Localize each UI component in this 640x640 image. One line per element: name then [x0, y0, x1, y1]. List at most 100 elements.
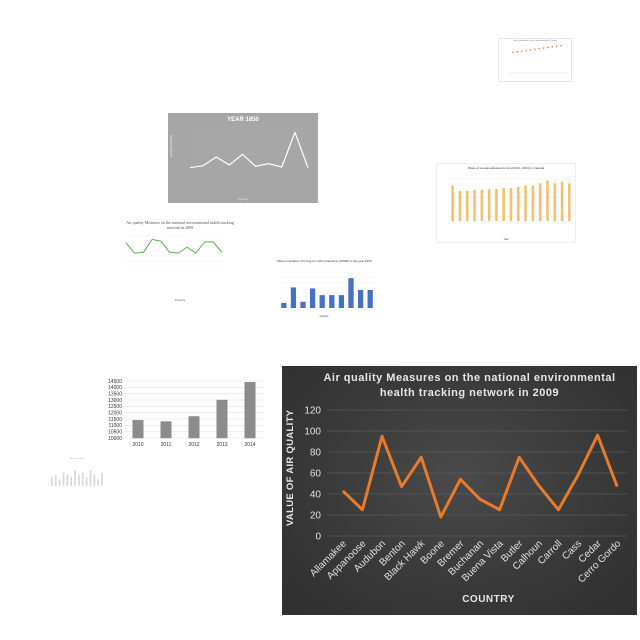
y-tick-label: 11000	[108, 423, 122, 429]
bar	[85, 477, 88, 486]
data-point	[547, 46, 549, 49]
x-axis-label: Country	[174, 298, 186, 302]
y-tick-label: 100	[304, 427, 321, 438]
chart-title: Air quality Measures on the national env…	[323, 372, 616, 399]
chart-small-orange-line: Urban population living in environmental…	[498, 38, 572, 82]
chart-share-cereals: Share of cereals allocated to food (FAO,…	[436, 163, 576, 243]
chart-tiny-faint-bars: Share of cereals	[46, 458, 108, 490]
bar	[480, 189, 484, 221]
bar	[74, 470, 76, 486]
bar	[281, 302, 287, 308]
bar	[531, 185, 535, 221]
data-point	[560, 44, 562, 47]
x-axis-label: Country	[319, 315, 329, 318]
chart-title: Urban population (%) long-run with proje…	[276, 259, 372, 263]
y-tick-label: 12500	[108, 404, 122, 410]
bar	[568, 183, 571, 221]
y-tick-label: 40	[310, 490, 322, 501]
bar	[160, 421, 172, 439]
data-point	[555, 45, 558, 48]
bar	[524, 185, 527, 221]
x-axis-label: Country	[237, 197, 249, 201]
bar	[78, 474, 80, 486]
plot-area	[279, 271, 375, 309]
x-tick-label: 2012	[188, 442, 199, 448]
bar	[319, 295, 325, 308]
data-point	[551, 46, 554, 48]
bar	[560, 181, 564, 221]
chart-grey-bars-years: 10000 10500 11000 11500 12000 12500 13000 13500…	[100, 372, 270, 454]
y-tick-label: 13500	[108, 391, 122, 397]
bar	[97, 479, 100, 486]
bar	[509, 188, 513, 221]
y-tick-label: 12000	[108, 410, 122, 416]
bar	[538, 183, 542, 221]
bar	[54, 474, 57, 486]
bar	[66, 474, 69, 486]
bar	[93, 474, 96, 486]
data-point	[520, 50, 523, 52]
y-tick-label: 14000	[108, 385, 122, 391]
bar	[495, 189, 498, 221]
bar	[487, 189, 491, 221]
bar	[244, 382, 256, 439]
bar	[546, 180, 549, 221]
bar	[216, 399, 228, 439]
y-tick-label: 120	[304, 406, 321, 417]
plot-area	[509, 44, 569, 74]
data-point	[512, 51, 514, 54]
y-tick-label: 80	[310, 448, 322, 459]
bar	[502, 188, 505, 221]
bar	[451, 185, 454, 221]
bar	[357, 290, 364, 308]
bar	[329, 295, 335, 308]
x-tick-label: 2010	[132, 442, 143, 448]
y-tick-label: 20	[310, 511, 322, 522]
data-point	[534, 48, 536, 51]
bar	[300, 301, 306, 308]
bar	[51, 477, 53, 486]
bar	[132, 420, 144, 439]
plot-area: 1000010500110001150012000125001300013500…	[108, 379, 264, 448]
y-tick-label: 10500	[108, 429, 122, 435]
data-point	[525, 49, 527, 52]
y-tick-label: 10000	[108, 436, 122, 442]
bar	[465, 190, 469, 221]
x-axis-label: COUNTRY	[462, 594, 515, 605]
x-tick-label: 2014	[244, 442, 255, 448]
chart-title: YEAR 1850	[227, 117, 259, 123]
x-axis-label: Year	[503, 238, 509, 241]
data-point	[529, 49, 532, 51]
chart-title: Urban population living in environmental…	[512, 40, 558, 42]
series-line	[189, 131, 309, 169]
bar	[338, 295, 345, 308]
chart-air-quality-green: Air quality Measures on the national env…	[110, 218, 250, 318]
data-point	[542, 47, 545, 49]
bar	[89, 470, 92, 486]
bar	[81, 472, 84, 486]
bar	[367, 290, 373, 308]
series-line	[341, 433, 619, 519]
bar	[473, 189, 476, 221]
plot-area	[125, 235, 223, 267]
bar	[58, 479, 61, 486]
bar	[517, 187, 520, 221]
bar	[62, 472, 65, 486]
y-tick-label: 60	[310, 469, 322, 480]
chart-title: Air quality Measures on the national env…	[126, 220, 234, 230]
bar	[188, 416, 200, 439]
data-point	[516, 50, 519, 53]
chart-urban-population-blue: Urban population (%) long-run with proje…	[269, 258, 379, 318]
x-tick-label: 2011	[161, 442, 172, 448]
chart-title: Share of cereals allocated to food (FAO,…	[467, 166, 545, 170]
bar	[553, 183, 557, 221]
bar	[101, 472, 103, 486]
y-tick-label: 11500	[108, 417, 122, 423]
bar	[458, 190, 462, 221]
x-tick-label: 2013	[216, 442, 227, 448]
bar	[309, 288, 316, 308]
y-axis-label: population (millions)	[170, 134, 173, 157]
chart-title: Share of cereals	[69, 458, 85, 460]
plot-area	[449, 173, 573, 222]
